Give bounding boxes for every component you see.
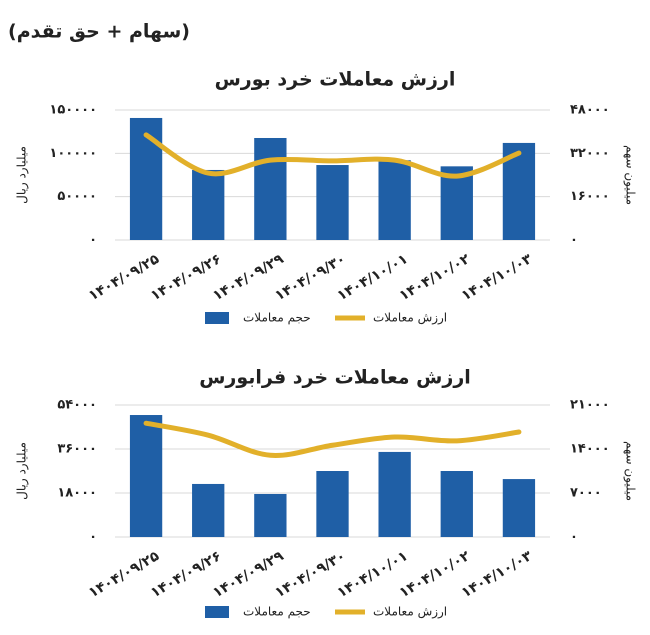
legend-label: حجم معاملات	[243, 311, 311, 325]
bar	[129, 415, 163, 537]
bar	[440, 166, 473, 240]
legend-marker	[205, 606, 229, 618]
y2-tick-label: ۷۰۰۰	[570, 486, 602, 501]
bar	[440, 471, 473, 537]
bar	[316, 165, 349, 240]
bar	[192, 169, 225, 240]
x-tick-label: ۱۴۰۴/۱۰/۰۳	[459, 251, 535, 304]
y-tick-label: ۱۵۰۰۰۰	[49, 103, 97, 118]
y2-axis-label: میلیون سهم	[623, 145, 638, 205]
y-tick-label: ۱۰۰۰۰۰	[49, 146, 97, 161]
bar	[378, 160, 411, 240]
bar	[378, 451, 411, 537]
y-axis-label: میلیارد ریال	[15, 146, 30, 204]
chart-title: ارزش معاملات خرد فرابورس	[199, 367, 471, 389]
bar	[254, 137, 287, 240]
line-series	[143, 132, 522, 179]
legend-label: ارزش معاملات	[373, 605, 447, 620]
y-tick-label: ۱۸۰۰۰	[57, 486, 97, 501]
y2-tick-label: ۰	[570, 530, 578, 545]
legend-label: حجم معاملات	[243, 605, 311, 619]
bar	[129, 117, 163, 240]
bar	[316, 471, 349, 537]
bar	[254, 493, 287, 537]
y2-tick-label: ۴۸۰۰۰	[570, 103, 610, 118]
y2-tick-label: ۱۶۰۰۰	[570, 189, 610, 204]
y2-tick-label: ۰	[570, 233, 578, 248]
line-series	[143, 420, 522, 458]
y-tick-label: ۰	[89, 233, 97, 248]
y-tick-label: ۰	[89, 530, 97, 545]
chart-title: ارزش معاملات خرد بورس	[215, 69, 456, 91]
y-axis-label: میلیارد ریال	[15, 442, 30, 500]
y2-axis-label: میلیون سهم	[623, 441, 638, 501]
y-tick-label: ۵۴۰۰۰	[57, 398, 97, 413]
y-tick-label: ۳۶۰۰۰	[57, 442, 97, 457]
bar	[502, 479, 536, 537]
y2-tick-label: ۲۱۰۰۰	[570, 398, 610, 413]
y2-tick-label: ۱۴۰۰۰	[570, 442, 610, 457]
page-title: (سهام + حق تقدم)	[8, 21, 190, 43]
y2-tick-label: ۳۲۰۰۰	[570, 146, 610, 161]
legend-marker	[205, 312, 229, 324]
bar	[192, 483, 225, 537]
y-tick-label: ۵۰۰۰۰	[57, 189, 97, 204]
legend-label: ارزش معاملات	[373, 311, 447, 326]
x-tick-label: ۱۴۰۴/۱۰/۰۳	[459, 548, 535, 601]
